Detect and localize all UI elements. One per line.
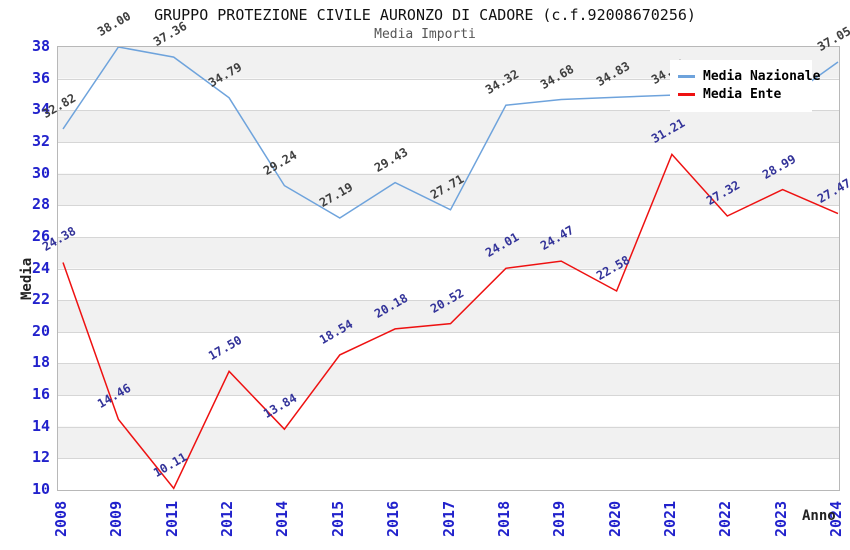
grid-line [58, 78, 839, 80]
grid-line [58, 426, 839, 428]
series-line-media-ente [62, 153, 839, 490]
legend: Media Nazionale Media Ente [670, 60, 820, 112]
y-tick-label: 28 [31, 195, 50, 214]
y-tick-label: 18 [31, 353, 50, 372]
grid-line [58, 300, 839, 302]
y-tick-label: 26 [31, 226, 50, 245]
y-tick-label: 12 [31, 448, 50, 467]
grid-line [58, 141, 839, 143]
y-tick-label: 24 [31, 258, 50, 277]
y-tick-label: 34 [31, 100, 50, 119]
grid-line [58, 458, 839, 460]
y-tick-label: 22 [31, 290, 50, 309]
legend-item-media-nazionale: Media Nazionale [678, 69, 820, 84]
chart-subtitle: Media Importi [374, 27, 476, 42]
grid-line [58, 205, 839, 207]
y-tick-label: 20 [31, 321, 50, 340]
grid-line [58, 268, 839, 270]
legend-label: Media Nazionale [703, 69, 821, 84]
grid-line [58, 236, 839, 238]
x-axis-title: Anno [802, 508, 836, 524]
y-tick-label: 14 [31, 416, 50, 435]
grid-line [58, 110, 839, 112]
plot-area: 32.82 38.00 37.36 34.79 29.24 27.19 29.43 27.71… [40, 9, 850, 491]
y-tick-label: 32 [31, 131, 50, 150]
legend-swatch-media-nazionale-icon [678, 75, 695, 78]
y-tick-label: 36 [31, 68, 50, 87]
legend-label: Media Ente [703, 87, 782, 102]
grid-line [58, 363, 839, 365]
y-tick-label: 30 [31, 163, 50, 182]
grid-line [58, 331, 839, 333]
y-tick-label: 16 [31, 385, 50, 404]
legend-swatch-media-ente-icon [678, 93, 695, 96]
grid-line [58, 173, 839, 175]
y-tick-label: 38 [31, 37, 50, 55]
y-tick-label: 10 [31, 480, 50, 498]
chart-title: GRUPPO PROTEZIONE CIVILE AURONZO DI CADO… [154, 6, 696, 24]
grid-line [58, 395, 839, 397]
legend-item-media-ente: Media Ente [678, 87, 804, 102]
series-plot-svg [62, 47, 839, 490]
